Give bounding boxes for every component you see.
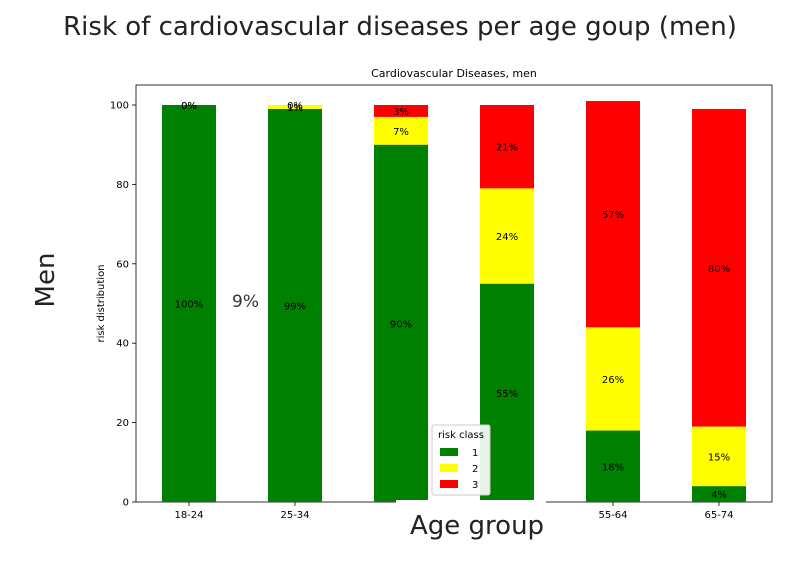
legend-box bbox=[431, 424, 491, 496]
bar-label: 99% bbox=[284, 301, 306, 312]
x-caption: Age group bbox=[410, 511, 545, 541]
legend-label: 3 bbox=[472, 480, 478, 491]
legend-swatch bbox=[440, 464, 458, 472]
chart-bars bbox=[162, 101, 746, 502]
legend-label: 2 bbox=[472, 464, 478, 475]
bar-segment bbox=[162, 105, 216, 502]
chart-axes: 0 20 40 60 80 100 18-24 25-34 55-64 65-74 risk dis… bbox=[96, 101, 734, 522]
bar-segment bbox=[692, 108, 746, 427]
bar-segment bbox=[374, 144, 428, 502]
y-tick-label: 60 bbox=[116, 259, 129, 270]
bar-segment bbox=[586, 101, 640, 328]
y-tick-label: 40 bbox=[116, 339, 129, 350]
chart-bar-labels: 100%0%0%99%1%0%90%7%3%55%24%21%18%26%57%… bbox=[175, 101, 730, 501]
x-tick-label: 65-74 bbox=[704, 510, 733, 521]
bar-label: 1% bbox=[287, 103, 303, 114]
bar-label: 21% bbox=[496, 143, 518, 154]
bar-segment bbox=[268, 108, 322, 502]
bar-label: 4% bbox=[711, 490, 727, 501]
bar-segment bbox=[268, 105, 322, 109]
bar-label: 24% bbox=[496, 232, 518, 243]
stray-percent-label: 9% bbox=[232, 292, 259, 312]
y-tick-label: 100 bbox=[110, 101, 129, 112]
y-tick-label: 20 bbox=[116, 418, 129, 429]
bar-label: 57% bbox=[602, 210, 624, 221]
bar-segment bbox=[480, 105, 534, 189]
bar-label: 18% bbox=[602, 462, 624, 473]
y-tick-label: 0 bbox=[123, 498, 129, 509]
x-tick-label: 55-64 bbox=[598, 510, 627, 521]
bar-label: 0% bbox=[287, 101, 303, 112]
legend-swatch bbox=[440, 480, 458, 488]
x-tick-label: 25-34 bbox=[280, 510, 309, 521]
chart-legend: risk class 1 2 3 bbox=[431, 424, 491, 496]
legend-label: 1 bbox=[472, 448, 478, 459]
bar-label: 0% bbox=[181, 101, 197, 112]
bar-label: 55% bbox=[496, 389, 518, 400]
bar-segment bbox=[374, 116, 428, 145]
bar-label: 7% bbox=[393, 127, 409, 138]
y-axis-label: risk distribution bbox=[96, 264, 107, 342]
bar-label: 80% bbox=[708, 264, 730, 275]
x-caption-box: Age group bbox=[396, 500, 546, 560]
bar-label: 90% bbox=[390, 319, 412, 330]
x-tick-label: 18-24 bbox=[174, 510, 203, 521]
bar-segment bbox=[374, 105, 428, 117]
y-tick-label: 80 bbox=[116, 180, 129, 191]
slide-title: Risk of cardiovascular diseases per age … bbox=[63, 12, 737, 42]
bar-label: 26% bbox=[602, 375, 624, 386]
bar-segment bbox=[586, 430, 640, 502]
legend-swatch bbox=[440, 448, 458, 456]
bar-label: 100% bbox=[175, 300, 204, 311]
chart-title: Cardiovascular Diseases, men bbox=[371, 67, 537, 80]
bar-segment bbox=[586, 327, 640, 431]
legend-title: risk class bbox=[438, 430, 484, 441]
bar-segment bbox=[692, 426, 746, 487]
bar-label: 3% bbox=[393, 107, 409, 118]
bar-segment bbox=[692, 486, 746, 502]
bar-label: 0% bbox=[181, 101, 197, 112]
bar-segment bbox=[480, 188, 534, 284]
bar-label: 15% bbox=[708, 452, 730, 463]
